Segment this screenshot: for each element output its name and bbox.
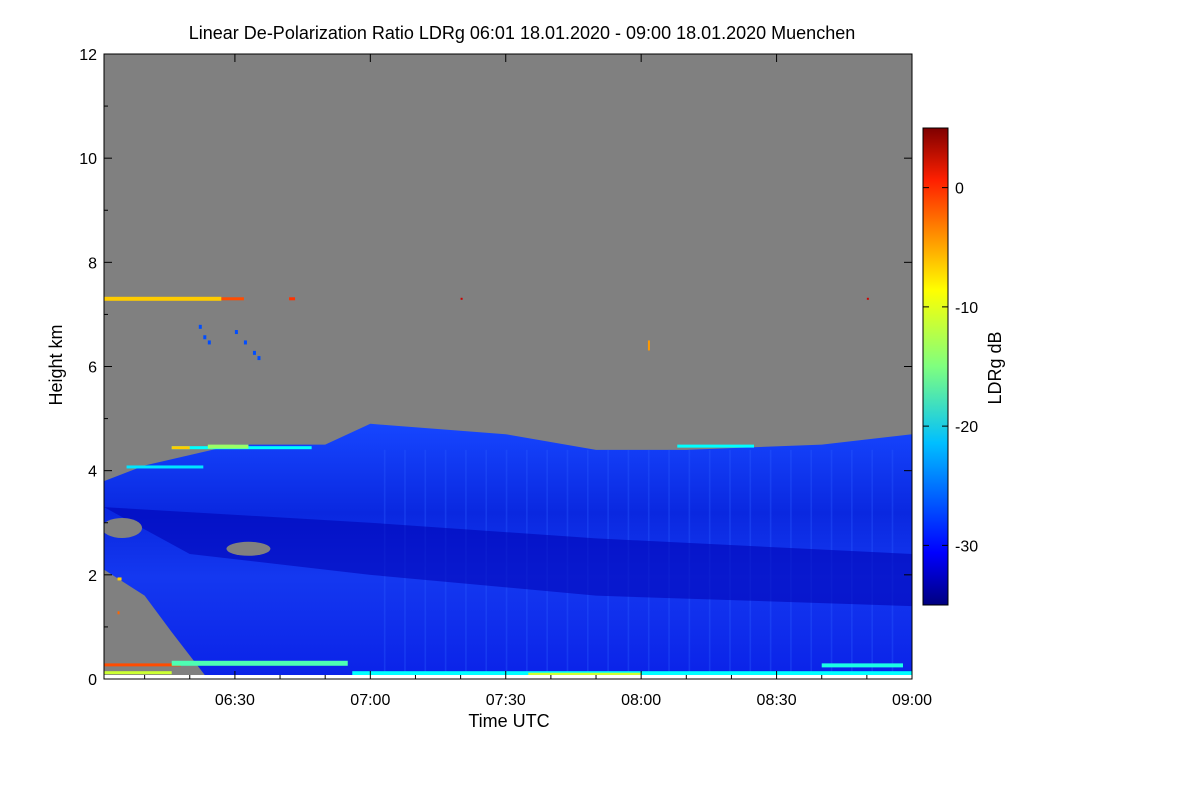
no-data-patch [104,517,143,538]
ice-speck [252,350,256,355]
colorbar-tick-label: -30 [955,538,978,555]
x-tick-label: 07:30 [486,692,526,709]
y-axis: 0 2 4 6 8 10 12 [79,47,912,689]
y-tick-label: 8 [88,255,97,272]
cloud-top-rim [207,444,249,449]
ice-speck [257,356,261,361]
cloud-top-rim [126,465,204,469]
cloud-features [104,296,912,679]
y-tick-label: 2 [88,568,97,585]
y-axis-label: Height km [46,324,66,405]
surface-layer-high [821,663,903,668]
cloud-core-band [104,507,912,607]
cirrus-layer [104,296,222,301]
cloud-top-rim [677,444,755,448]
cirrus-layer-edge [221,297,244,301]
y-tick-label: 4 [88,464,97,481]
x-tick-label: 07:00 [350,692,390,709]
low-speck [117,611,120,615]
y-tick-label: 10 [79,151,97,168]
x-tick-label: 09:00 [892,692,932,709]
colorbar-tick-label: 0 [955,181,964,198]
ice-speck [243,340,247,345]
surface-aerosol-line [104,671,172,675]
x-axis-label: Time UTC [468,711,549,731]
chart-title: Linear De-Polarization Ratio LDRg 06:01 … [189,23,855,43]
x-tick-label: 06:30 [215,692,255,709]
cirrus-fragment [460,297,463,300]
cirrus-fragment [289,297,296,301]
boundary-layer-top [171,660,348,666]
x-axis: 06:30 07:00 07:30 08:00 08:30 09:00 [144,54,932,709]
x-tick-label: 08:30 [757,692,797,709]
ice-speck [203,335,207,340]
colorbar [922,127,949,606]
no-data-patch [226,541,271,556]
surface-aerosol-line [104,663,181,667]
ice-speck [198,324,202,329]
cirrus-fragment [866,297,869,300]
x-tick-label: 08:00 [621,692,661,709]
ice-speck [207,340,211,345]
colorbar-ticks: 0 -10 -20 -30 [923,181,978,555]
y-tick-label: 0 [88,672,97,689]
cloud-top-rim [171,446,190,450]
plot-area [104,54,912,679]
colorbar-label: LDRg dB [985,331,1005,404]
low-speck [117,577,122,581]
y-tick-label: 12 [79,47,97,64]
lowest-gate-blank [104,675,912,679]
y-tick-label: 6 [88,360,97,377]
colorbar-tick-label: -20 [955,419,978,436]
ice-speck [647,340,650,351]
ice-speck [234,330,238,335]
colorbar-tick-label: -10 [955,300,978,317]
surface-layer-high [528,672,642,677]
